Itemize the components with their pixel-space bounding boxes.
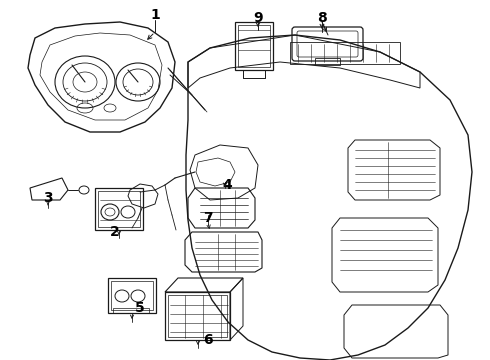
Text: 2: 2 <box>110 225 120 239</box>
Text: 1: 1 <box>150 8 160 22</box>
Text: 3: 3 <box>43 191 53 205</box>
Text: 9: 9 <box>253 11 263 25</box>
Text: 4: 4 <box>222 178 232 192</box>
Text: 7: 7 <box>203 211 213 225</box>
Text: 8: 8 <box>317 11 327 25</box>
Text: 6: 6 <box>203 333 213 347</box>
Text: 5: 5 <box>135 301 145 315</box>
